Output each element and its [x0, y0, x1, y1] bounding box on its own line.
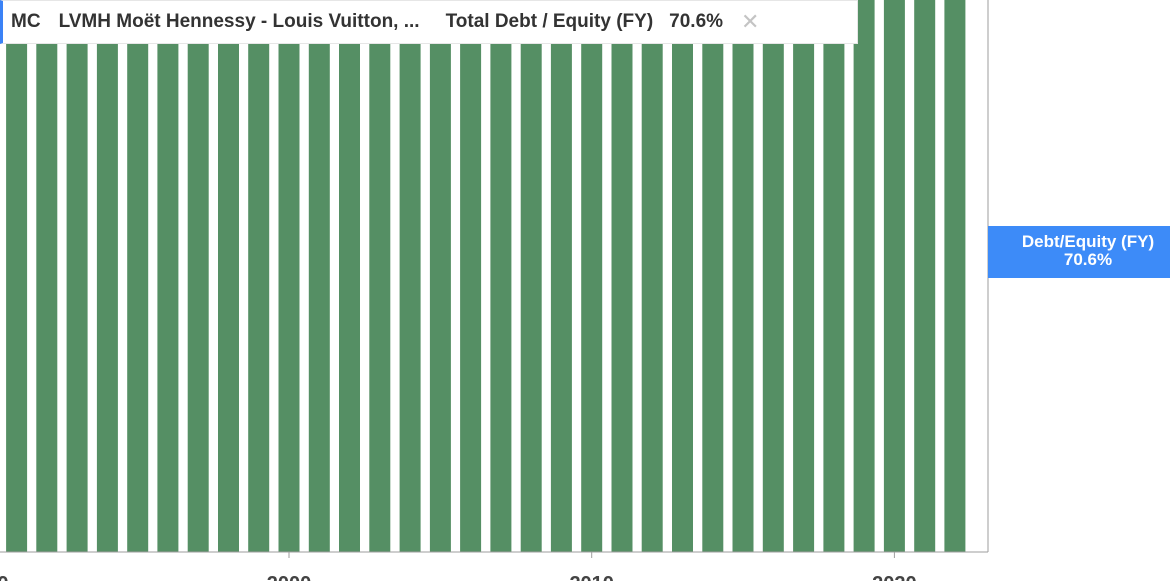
legend-value: 70.6% [669, 11, 724, 32]
current-value-badge: Debt/Equity (FY) 70.6% [988, 226, 1170, 278]
legend-ticker: MC [11, 11, 41, 32]
legend-company-name: LVMH Moët Hennessy - Louis Vuitton, ... [58, 11, 420, 32]
x-tick-label: 2010 [569, 573, 614, 581]
bar-2014 [702, 0, 724, 552]
badge-value: 70.6% [1063, 250, 1113, 269]
bar-1991 [6, 0, 28, 552]
bars-layer [6, 0, 966, 553]
bar-2020 [883, 0, 905, 552]
badge-label: Debt/Equity (FY) [1021, 232, 1155, 251]
bar-1998 [218, 0, 239, 552]
bar-1996 [157, 0, 179, 553]
bar-2001 [308, 0, 330, 552]
bar-2000 [278, 0, 300, 552]
bar-2013 [672, 0, 693, 552]
bar-2007 [490, 0, 512, 553]
close-icon[interactable]: ✕ [741, 9, 760, 34]
bar-1993 [66, 0, 88, 552]
bar-2009 [550, 0, 572, 553]
bar-1995 [127, 0, 149, 553]
bar-2002 [339, 0, 360, 552]
bar-2018 [823, 0, 845, 552]
x-axis-ticks: 1990 2000 2010 2020 [0, 552, 917, 581]
bar-2015 [732, 0, 754, 552]
x-tick-label: 2020 [872, 573, 917, 581]
x-tick-label: 2000 [267, 573, 312, 581]
bar-1992 [36, 0, 58, 552]
bar-2003 [369, 0, 391, 552]
bar-2021 [914, 0, 936, 553]
bar-2016 [762, 0, 784, 552]
bar-1999 [248, 0, 270, 552]
bar-2022 [944, 0, 966, 552]
legend-metric: Total Debt / Equity (FY) [445, 11, 654, 32]
bar-2005 [429, 0, 451, 552]
x-tick-label: 1990 [0, 573, 9, 581]
bar-2004 [399, 0, 421, 552]
bar-1994 [96, 0, 118, 553]
bar-2008 [520, 0, 542, 552]
bar-2011 [611, 0, 633, 553]
bar-2006 [460, 0, 482, 553]
bar-2012 [641, 0, 663, 552]
bar-2010 [581, 0, 603, 553]
bar-1997 [187, 0, 209, 552]
series-legend[interactable]: MC LVMH Moët Hennessy - Louis Vuitton, .… [0, 0, 858, 44]
bar-2017 [793, 0, 815, 552]
bar-2019 [853, 0, 875, 553]
